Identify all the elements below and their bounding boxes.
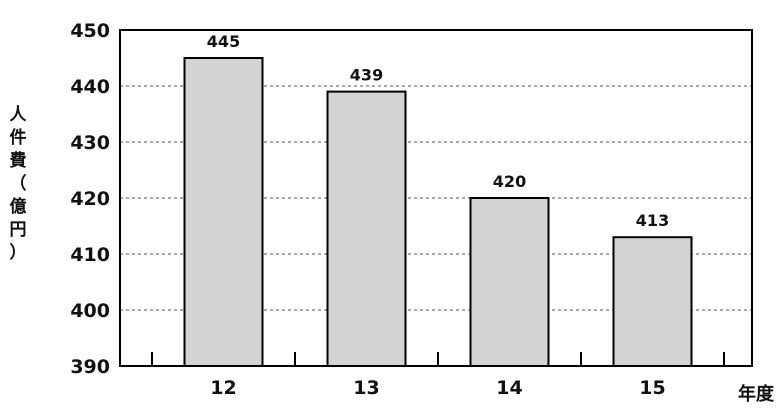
y-axis-label-char: 人 bbox=[9, 105, 27, 125]
bar bbox=[326, 90, 407, 367]
x-axis-ticks: 12 13 14 15 bbox=[151, 352, 725, 399]
y-axis-label-char: 億 bbox=[9, 197, 27, 217]
bar bbox=[183, 57, 264, 367]
y-tick-label: 450 bbox=[70, 20, 110, 42]
x-tick-label: 12 bbox=[210, 377, 236, 399]
y-tick-label: 390 bbox=[70, 356, 110, 378]
x-tick-label: 14 bbox=[496, 377, 522, 399]
y-tick-label: 440 bbox=[70, 76, 110, 98]
bars bbox=[183, 57, 693, 367]
y-tick-label: 400 bbox=[70, 300, 110, 322]
y-tick-label: 430 bbox=[70, 132, 110, 154]
data-label: 420 bbox=[493, 172, 526, 191]
y-axis-label-char: 件 bbox=[9, 128, 27, 148]
x-tick-label: 13 bbox=[353, 377, 379, 399]
x-axis-label: 年度 bbox=[738, 383, 775, 405]
bar bbox=[469, 197, 550, 367]
data-label: 445 bbox=[207, 32, 240, 51]
y-axis-label-char: 円 bbox=[9, 220, 27, 240]
y-axis-ticks: 390 400 410 420 430 440 450 bbox=[70, 20, 110, 378]
plot-frame bbox=[119, 29, 753, 367]
y-axis-label-char: （ bbox=[9, 174, 27, 194]
data-labels: 445 439 420 413 bbox=[207, 32, 669, 230]
bar bbox=[612, 236, 693, 367]
data-label: 413 bbox=[636, 211, 669, 230]
y-axis-label-char: 費 bbox=[9, 151, 27, 171]
y-axis-label-char: ） bbox=[9, 243, 27, 263]
x-tick-label: 15 bbox=[639, 377, 665, 399]
data-label: 439 bbox=[350, 66, 383, 85]
y-tick-label: 420 bbox=[70, 188, 110, 210]
y-axis-label: 人件費 （ 億円 ） bbox=[6, 104, 30, 265]
y-tick-label: 410 bbox=[70, 244, 110, 266]
